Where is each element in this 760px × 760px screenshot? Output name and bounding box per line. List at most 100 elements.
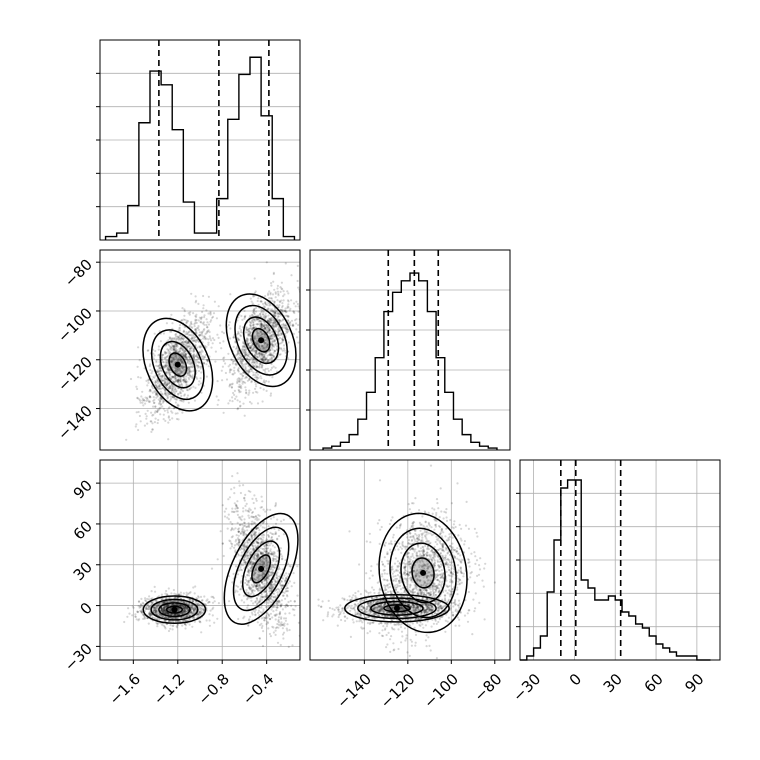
scatter-point	[256, 331, 259, 334]
scatter-point	[179, 377, 182, 380]
scatter-point	[253, 312, 256, 315]
scatter-point	[164, 390, 167, 393]
scatter-point	[278, 342, 281, 345]
scatter-point	[155, 392, 158, 396]
scatter-point	[268, 319, 271, 322]
scatter-point	[174, 355, 178, 358]
scatter-point	[160, 608, 163, 611]
scatter-point	[184, 606, 187, 609]
scatter-point	[263, 381, 266, 384]
scatter-point	[237, 332, 240, 335]
scatter-point	[279, 336, 282, 340]
scatter-point	[256, 342, 259, 345]
scatter-point	[192, 357, 196, 360]
scatter-point	[172, 354, 175, 357]
scatter-point	[171, 384, 174, 387]
scatter-point	[177, 379, 180, 382]
scatter-point	[185, 321, 188, 325]
scatter-point	[259, 333, 262, 337]
scatter-point	[188, 371, 191, 375]
scatter-point	[164, 384, 168, 388]
scatter-point	[169, 607, 172, 610]
scatter-point	[222, 357, 225, 360]
scatter-point	[168, 369, 171, 372]
scatter-point	[159, 375, 162, 378]
scatter-point	[259, 363, 262, 366]
scatter-point	[183, 379, 186, 382]
scatter-point	[188, 360, 192, 364]
scatter-point	[279, 353, 282, 356]
scatter-point	[193, 607, 196, 610]
scatter-point	[183, 310, 186, 313]
scatter-point	[252, 358, 255, 361]
scatter-point	[152, 357, 155, 360]
scatter-point	[259, 335, 262, 338]
scatter-point	[266, 330, 269, 333]
scatter-point	[281, 306, 284, 309]
scatter-point	[176, 369, 179, 372]
scatter-point	[163, 377, 166, 380]
scatter-point	[186, 394, 190, 397]
scatter-point	[267, 329, 270, 332]
scatter-point	[141, 397, 144, 400]
density-contour	[150, 329, 205, 401]
scatter-point	[166, 371, 169, 374]
scatter-point	[206, 330, 209, 333]
scatter-point	[172, 376, 175, 379]
scatter-point	[202, 307, 205, 310]
scatter-point	[261, 400, 264, 403]
scatter-point	[158, 407, 161, 410]
scatter-point	[274, 312, 277, 315]
scatter-point	[262, 324, 265, 327]
scatter-point	[201, 334, 204, 337]
scatter-point	[194, 341, 197, 344]
scatter-point	[208, 600, 211, 603]
scatter-point	[278, 329, 281, 332]
scatter-point	[176, 380, 180, 383]
scatter-point	[261, 313, 264, 316]
scatter-point	[144, 597, 147, 600]
scatter-point	[246, 370, 249, 373]
scatter-point	[188, 374, 191, 377]
scatter-point	[297, 305, 300, 308]
scatter-point	[158, 367, 161, 370]
scatter-point	[271, 308, 274, 311]
scatter-point	[270, 337, 273, 340]
scatter-point	[174, 342, 177, 346]
scatter-point	[201, 322, 205, 325]
scatter-point	[275, 348, 278, 351]
scatter-point	[150, 372, 153, 375]
scatter-point	[168, 382, 171, 385]
scatter-point	[256, 353, 259, 356]
scatter-point	[261, 308, 264, 311]
scatter-point	[249, 347, 252, 350]
scatter-point	[183, 355, 187, 358]
scatter-point	[188, 358, 191, 361]
scatter-point	[197, 340, 200, 343]
scatter-point	[187, 362, 190, 365]
scatter-point	[186, 372, 189, 375]
scatter-point	[155, 396, 158, 399]
scatter-point	[162, 387, 165, 390]
scatter-point	[213, 600, 216, 603]
scatter-point	[137, 604, 140, 608]
scatter-point	[161, 401, 164, 404]
scatter-point	[171, 322, 174, 325]
scatter-point	[168, 600, 171, 603]
scatter-point	[192, 586, 195, 589]
scatter-point	[172, 375, 175, 378]
scatter-point	[156, 610, 159, 613]
scatter-point	[172, 588, 175, 592]
scatter-point	[275, 325, 278, 328]
scatter-point	[197, 603, 200, 606]
scatter-point	[158, 604, 161, 607]
scatter-point	[180, 353, 184, 356]
scatter-point	[174, 345, 177, 348]
scatter-point	[267, 292, 270, 295]
scatter-point	[181, 341, 184, 344]
scatter-point	[267, 326, 270, 329]
scatter-point	[176, 370, 179, 373]
scatter-point	[269, 352, 272, 355]
scatter-point	[269, 308, 272, 311]
scatter-point	[260, 330, 263, 334]
